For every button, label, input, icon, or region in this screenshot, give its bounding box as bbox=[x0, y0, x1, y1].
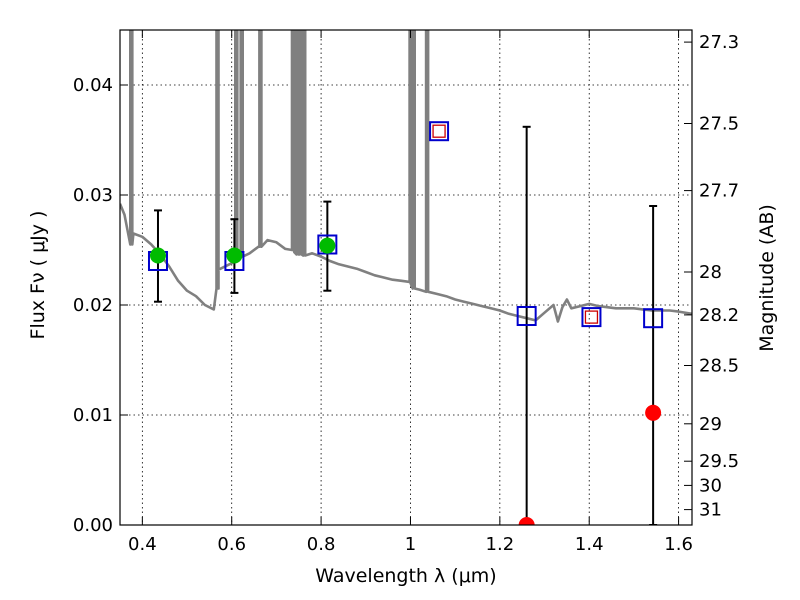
y-tick-label: 0.00 bbox=[73, 515, 113, 536]
mag-tick-label: 27.5 bbox=[699, 114, 739, 135]
y-tick-label: 0.01 bbox=[73, 405, 113, 426]
x-tick-label: 1.6 bbox=[664, 534, 693, 555]
mag-tick-label: 28 bbox=[699, 262, 722, 283]
y2-axis-label: Magnitude (AB) bbox=[756, 204, 778, 352]
axes-layer: 0.4 0.6 0.8 1 1.2 1.4 1.6 0.00 0.01 0.02 0.03 0.04 2… bbox=[73, 29, 739, 555]
x-tick-label: 1 bbox=[405, 534, 416, 555]
mag-tick-label: 30 bbox=[699, 475, 722, 496]
mag-tick-label: 29 bbox=[699, 414, 722, 435]
x-tick-label: 0.8 bbox=[307, 534, 336, 555]
upper-limit-square bbox=[584, 310, 599, 324]
model-flux-square bbox=[516, 306, 537, 326]
x-tick-label: 0.4 bbox=[128, 534, 157, 555]
x-tick-label: 1.4 bbox=[575, 534, 604, 555]
y-tick-label: 0.04 bbox=[73, 75, 113, 96]
mag-tick-label: 27.7 bbox=[699, 181, 739, 202]
mag-tick-label: 27.3 bbox=[699, 32, 739, 53]
model-flux-square bbox=[643, 308, 664, 329]
x-tick-label: 1.2 bbox=[486, 534, 515, 555]
mag-tick-label: 28.2 bbox=[699, 305, 739, 326]
y-axis-label: Flux Fν ( μJy ) bbox=[27, 211, 49, 340]
y-tick-label: 0.03 bbox=[73, 185, 113, 206]
low-sn-point-marker bbox=[518, 517, 535, 525]
upper-limit-square bbox=[432, 124, 446, 138]
low-sn-point-marker bbox=[645, 404, 662, 421]
model-flux-square bbox=[429, 121, 450, 142]
data-layer bbox=[120, 30, 692, 525]
mag-tick-label: 28.5 bbox=[699, 356, 739, 377]
observed-point-marker bbox=[319, 237, 336, 254]
mag-tick-label: 31 bbox=[699, 500, 722, 521]
x-tick-label: 0.6 bbox=[217, 534, 246, 555]
plot-frame bbox=[119, 29, 693, 526]
y-tick-label: 0.02 bbox=[73, 295, 113, 316]
x-axis-label: Wavelength λ (μm) bbox=[315, 565, 496, 587]
sed-spectrum-line bbox=[120, 30, 692, 323]
observed-point-marker bbox=[149, 247, 166, 264]
model-flux-square bbox=[581, 307, 602, 328]
mag-tick-label: 29.5 bbox=[699, 451, 739, 472]
observed-point-marker bbox=[226, 247, 243, 264]
